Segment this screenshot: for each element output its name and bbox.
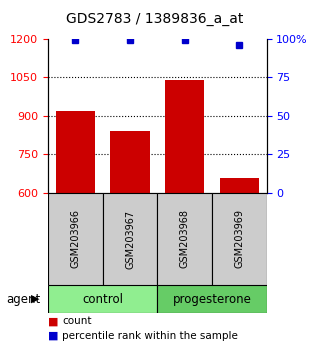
Text: ▶: ▶: [30, 294, 39, 304]
Bar: [103, 193, 157, 285]
Text: progesterone: progesterone: [173, 293, 251, 306]
Text: count: count: [62, 316, 91, 326]
Text: GSM203966: GSM203966: [70, 210, 80, 268]
Bar: [157, 193, 212, 285]
Text: GDS2783 / 1389836_a_at: GDS2783 / 1389836_a_at: [66, 12, 244, 27]
Bar: [219, 178, 259, 193]
Text: percentile rank within the sample: percentile rank within the sample: [62, 331, 238, 341]
Text: ■: ■: [48, 331, 59, 341]
Bar: [157, 285, 267, 313]
Text: GSM203969: GSM203969: [234, 210, 244, 268]
Text: GSM203967: GSM203967: [125, 209, 135, 269]
Bar: [212, 193, 267, 285]
Text: control: control: [82, 293, 123, 306]
Text: ■: ■: [48, 316, 59, 326]
Bar: [110, 131, 150, 193]
Text: GSM203968: GSM203968: [179, 210, 190, 268]
Bar: [56, 111, 95, 193]
Bar: [48, 193, 103, 285]
Text: agent: agent: [6, 293, 40, 306]
Bar: [48, 285, 157, 313]
Bar: [165, 80, 204, 193]
